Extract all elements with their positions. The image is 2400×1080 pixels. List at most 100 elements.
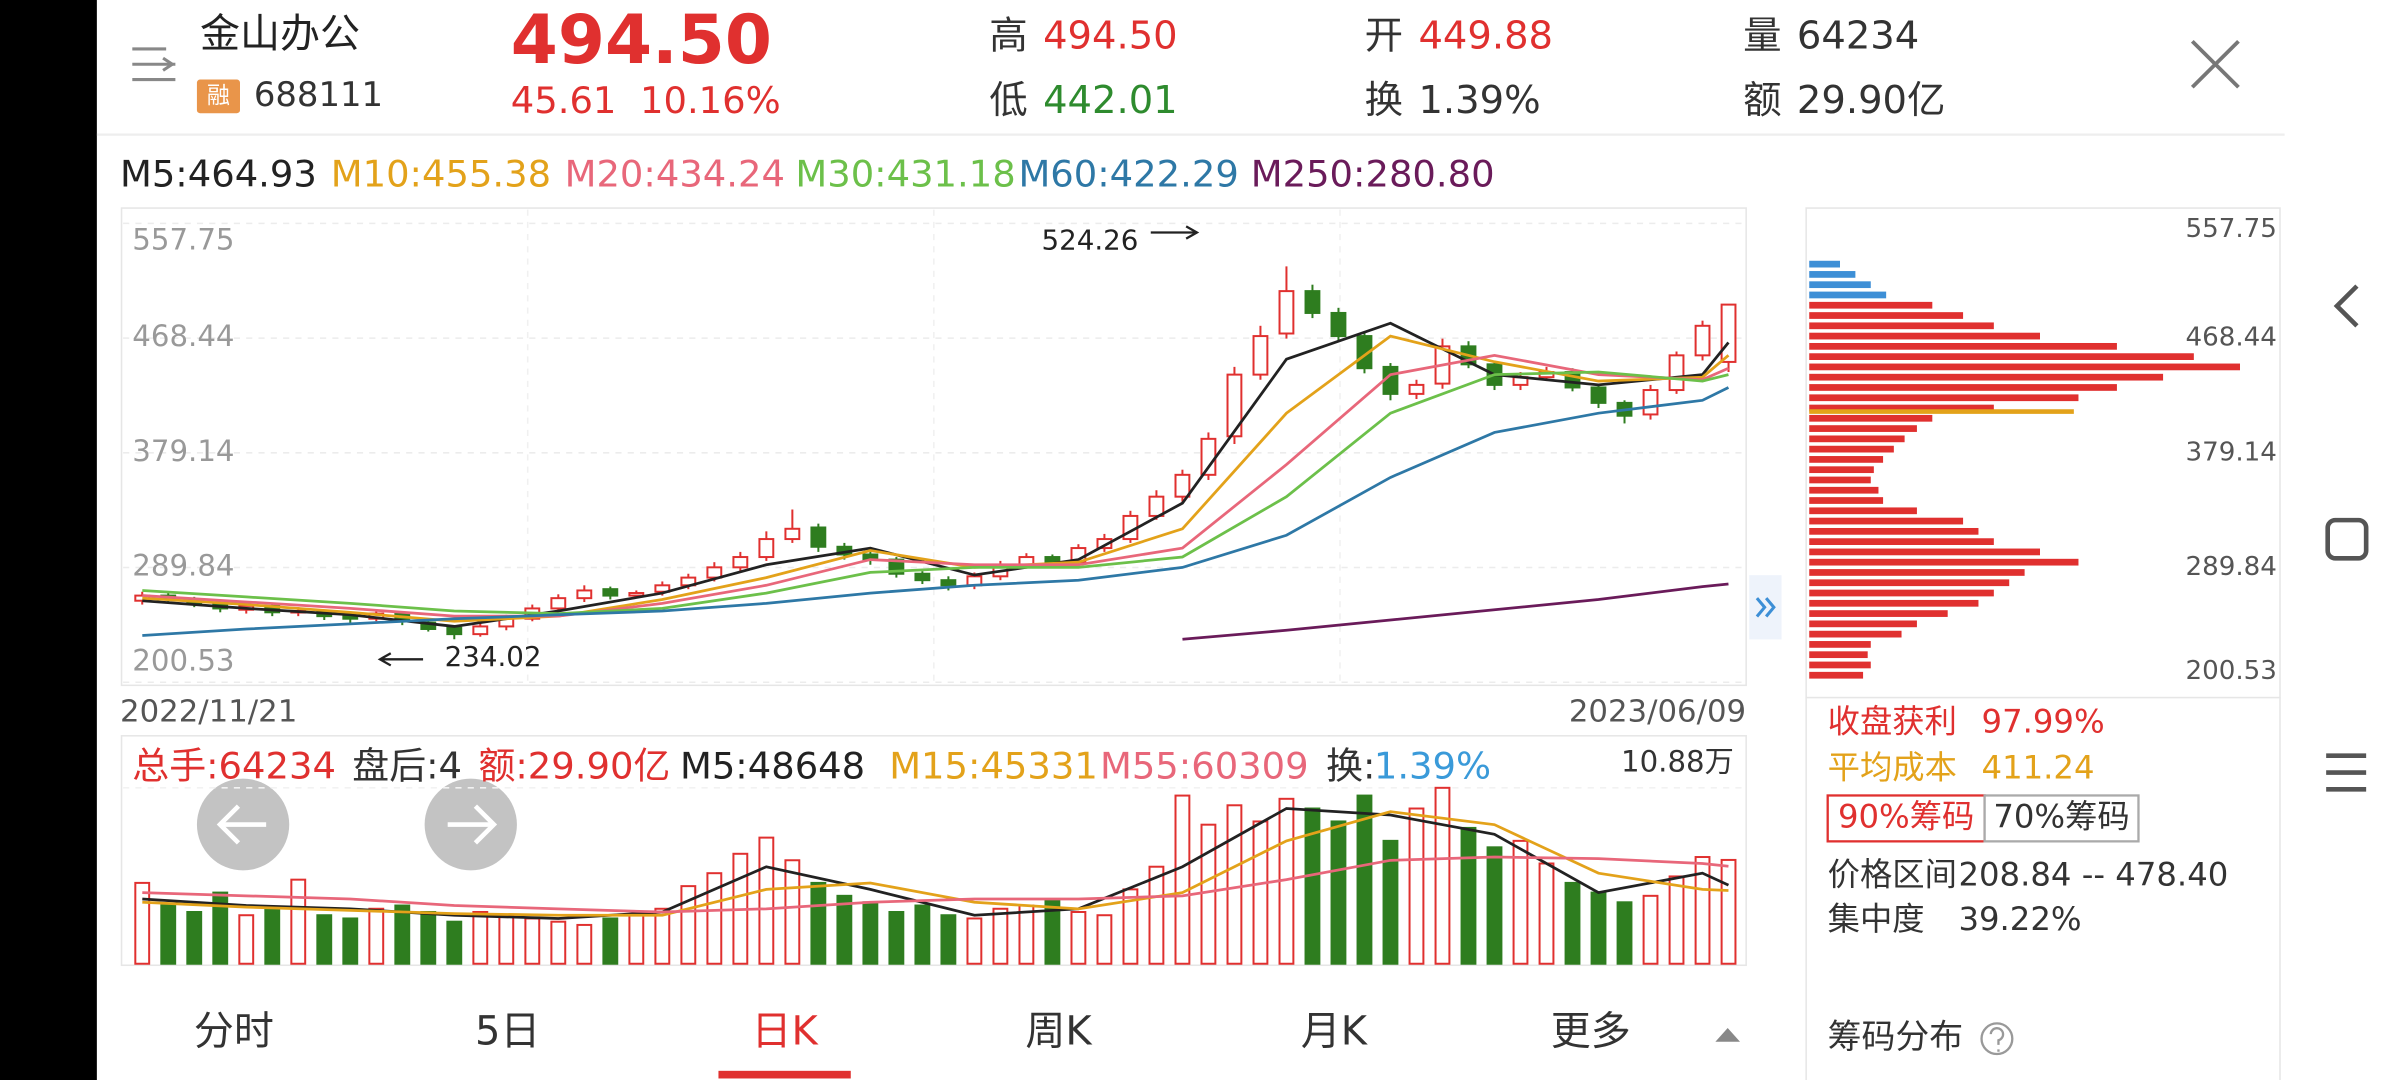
candle-body <box>472 625 489 636</box>
y-tick-label: 468.44 <box>132 319 234 353</box>
volume-bar <box>784 859 801 965</box>
volume-bar <box>446 920 463 965</box>
chip-bar <box>1809 456 1884 463</box>
menu-icon[interactable] <box>132 47 176 82</box>
tabs-toggle[interactable] <box>1715 1027 1740 1042</box>
stat-value: 442.01 <box>1043 78 1178 123</box>
volume-bar <box>134 881 151 965</box>
chip-bar <box>1809 312 1964 319</box>
tab[interactable]: 月K <box>1301 1009 1368 1055</box>
stat-label: 量 <box>1743 14 1781 59</box>
candle-body <box>1694 324 1711 357</box>
price: 494.50 <box>511 0 772 79</box>
candle-body <box>1252 335 1269 376</box>
nav-back[interactable] <box>2333 284 2359 328</box>
candle-body <box>732 556 749 569</box>
help-icon[interactable] <box>1980 1022 2014 1056</box>
candle-body <box>1720 303 1737 363</box>
tab[interactable]: 更多 <box>1551 1009 1631 1055</box>
chip-bar <box>1809 435 1905 443</box>
volume-summary: 1.39% <box>1374 744 1491 787</box>
tab[interactable]: 分时 <box>194 1009 274 1055</box>
y-tick-label: 379.14 <box>2185 437 2276 467</box>
volume-bar <box>368 907 385 965</box>
volume-bar <box>1174 794 1191 965</box>
expand-button[interactable] <box>1749 575 1782 640</box>
chip-button-label[interactable]: 90%筹码 <box>1838 797 1974 835</box>
legend-label: M30:431.18 <box>795 152 1015 195</box>
stat-value: 64234 <box>1797 14 1919 59</box>
chip-button[interactable] <box>1983 794 2140 843</box>
chip-bar <box>1809 517 1964 525</box>
volume-bar <box>1512 839 1529 965</box>
candle-body <box>628 592 645 597</box>
chip-bar <box>1809 373 2164 381</box>
volume-bar <box>1382 839 1399 965</box>
chip-bar <box>1809 651 1868 659</box>
volume-bar <box>1486 846 1503 965</box>
avg-value: 411.24 <box>1982 749 2095 787</box>
volume-bar <box>836 894 853 965</box>
stock-name: 金山办公 <box>200 11 360 57</box>
candle-body <box>1590 386 1607 404</box>
volume-bar <box>628 914 645 965</box>
stat-label: 换 <box>1365 78 1403 123</box>
volume-bar <box>316 914 333 965</box>
stat-value: 1.39% <box>1418 78 1540 123</box>
volume-bar <box>1538 862 1555 965</box>
volume-bar <box>160 904 177 965</box>
volume-frame <box>120 735 1747 967</box>
stat-value: 29.90亿 <box>1797 78 1946 123</box>
volume-summary: 总手:64234 <box>132 744 336 787</box>
chip-bar <box>1809 486 1879 494</box>
chip-footer: 筹码分布 <box>1828 1017 1963 1056</box>
volume-bar <box>212 891 229 965</box>
y-tick-label: 289.84 <box>132 549 234 583</box>
nav-recent[interactable] <box>2326 753 2367 792</box>
next-button[interactable] <box>424 778 517 871</box>
nav-home[interactable] <box>2325 517 2369 561</box>
legend-label: M10:455.38 <box>331 152 551 195</box>
profit-label: 收盘获利 <box>1828 703 1957 741</box>
legend-label: M5:464.93 <box>120 152 317 195</box>
change-pct: 10.16% <box>640 79 781 122</box>
low-annotation: 234.02 <box>445 640 542 673</box>
chip-bar <box>1809 630 1902 638</box>
tab[interactable]: 周K <box>1025 1009 1092 1055</box>
legend-label: M55:60309 <box>1100 744 1309 787</box>
conc-label: 集中度 <box>1828 900 1925 938</box>
volume-bar <box>1564 881 1581 965</box>
chip-bar <box>1809 589 1994 597</box>
stat-label: 高 <box>989 14 1027 59</box>
badge <box>196 79 240 114</box>
volume-summary: 盘后:4 <box>352 744 462 787</box>
range-value: 208.84 -- 478.40 <box>1958 856 2228 894</box>
volume-bar <box>1304 807 1321 965</box>
candle-body <box>1226 373 1243 438</box>
chip-bar <box>1809 353 2194 360</box>
candle-body <box>576 589 593 600</box>
volume-summary: 额:29.90亿 <box>478 744 670 787</box>
close-button[interactable] <box>2190 39 2240 89</box>
candle-body <box>940 579 957 587</box>
annotation-arrow <box>377 225 1200 667</box>
candle-body <box>1668 354 1685 392</box>
volume-bar <box>810 881 827 965</box>
stat-label: 额 <box>1743 78 1781 123</box>
legend-label: M60:422.29 <box>1018 152 1238 195</box>
chip-bar <box>1809 641 1871 648</box>
candle-body <box>914 572 931 582</box>
chip-button-label[interactable]: 70%筹码 <box>1993 797 2129 835</box>
chip-bar <box>1809 332 2040 340</box>
volume-bar <box>264 907 281 965</box>
prev-button[interactable] <box>196 778 290 871</box>
volume-bar <box>1668 875 1685 965</box>
tab-underline <box>718 1070 851 1079</box>
tab[interactable]: 5日 <box>475 1009 540 1055</box>
range-label: 价格区间 <box>1828 856 1957 894</box>
legend-label: M15:45331 <box>889 744 1098 787</box>
high-annotation: 524.26 <box>1042 224 1139 257</box>
tab[interactable]: 日K <box>752 1009 819 1055</box>
